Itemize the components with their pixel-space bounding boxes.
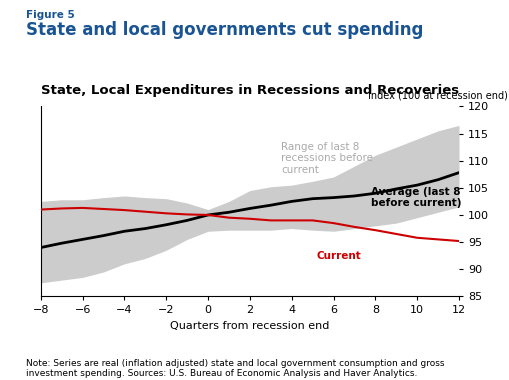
Text: Average (last 8
before current): Average (last 8 before current) <box>371 187 461 208</box>
Text: State, Local Expenditures in Recessions and Recoveries: State, Local Expenditures in Recessions … <box>41 84 458 97</box>
Text: Note: Series are real (inflation adjusted) state and local government consumptio: Note: Series are real (inflation adjuste… <box>25 359 443 378</box>
Text: Range of last 8
recessions before
current: Range of last 8 recessions before curren… <box>281 142 373 175</box>
Text: Current: Current <box>316 251 361 261</box>
X-axis label: Quarters from recession end: Quarters from recession end <box>170 321 329 331</box>
Text: Index (100 at recession end): Index (100 at recession end) <box>367 91 506 101</box>
Text: Figure 5: Figure 5 <box>25 10 74 19</box>
Text: State and local governments cut spending: State and local governments cut spending <box>25 21 422 39</box>
